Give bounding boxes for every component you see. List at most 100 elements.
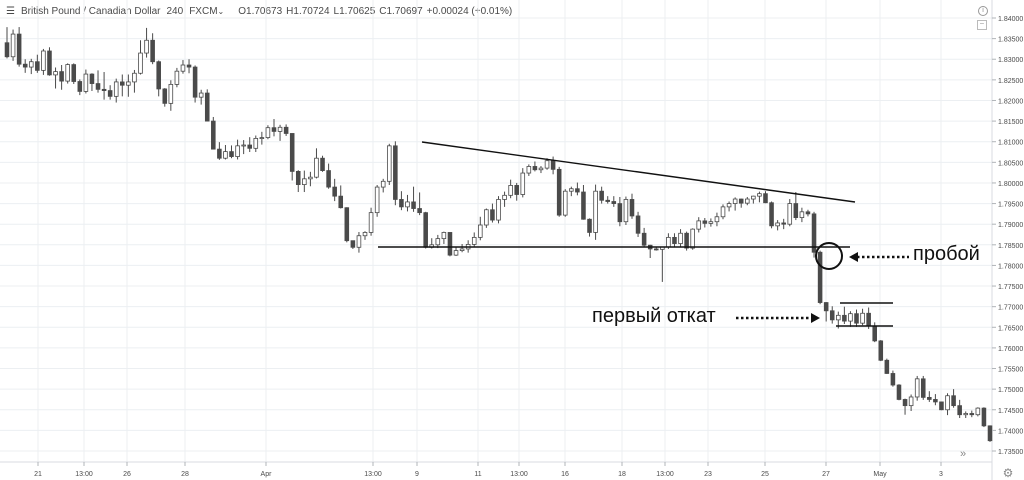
candle-body <box>569 188 574 192</box>
candle <box>605 196 611 204</box>
candle-body <box>939 401 944 411</box>
candle-body <box>28 61 34 68</box>
candle <box>89 73 95 91</box>
candle <box>83 69 89 94</box>
candle-body <box>95 83 101 90</box>
candle-body <box>126 81 131 86</box>
exchange-label[interactable]: FXCM <box>189 5 218 17</box>
x-tick-label: 18 <box>618 471 626 478</box>
info-icon[interactable]: i <box>978 6 988 16</box>
candle-body <box>933 399 938 403</box>
candle-body <box>308 176 313 180</box>
candle-body <box>532 166 538 171</box>
candle-body <box>854 313 859 324</box>
candle <box>556 166 562 217</box>
y-tick-label: 1.83000 <box>998 57 1023 64</box>
candle <box>138 40 143 75</box>
candle <box>65 63 70 84</box>
x-tick-label: 21 <box>34 471 42 478</box>
candle-body <box>53 71 58 76</box>
candle <box>35 54 40 73</box>
candle <box>393 141 398 206</box>
candle <box>120 74 125 97</box>
candle <box>386 143 392 186</box>
candle <box>611 196 617 207</box>
chevron-down-icon[interactable]: ⌄ <box>217 6 225 16</box>
candle <box>265 125 271 140</box>
candle-body <box>168 83 174 104</box>
candle <box>811 211 817 258</box>
candle <box>47 47 52 76</box>
candle-body <box>975 407 981 416</box>
candle <box>308 171 313 187</box>
candle-body <box>696 220 702 230</box>
x-axis: 21 13:00 26 28 Apr 13:00 9 11 13:00 16 18 13:00 23 25… <box>34 462 943 478</box>
candle <box>235 139 240 160</box>
candle <box>204 89 210 122</box>
candle-body <box>211 120 216 150</box>
chart-legend: ☰ British Pound / Canadian Dollar 240 FX… <box>6 4 518 18</box>
candle-body <box>302 178 307 186</box>
candle-body <box>417 208 422 214</box>
candle-body <box>641 232 647 246</box>
candle-body <box>405 201 410 208</box>
candle <box>247 137 252 153</box>
candle <box>107 85 113 100</box>
candle <box>211 116 216 150</box>
scroll-right-icon[interactable]: » <box>959 448 967 460</box>
candle-body <box>581 191 586 220</box>
candle <box>28 58 34 75</box>
candle-body <box>156 61 161 90</box>
candle-body <box>490 209 495 221</box>
candle <box>720 204 726 220</box>
candle <box>562 189 568 217</box>
candle <box>896 384 902 401</box>
candle <box>769 201 774 229</box>
candle <box>150 33 155 65</box>
candle <box>617 196 623 227</box>
candle <box>441 231 447 244</box>
y-tick-label: 1.84000 <box>998 16 1023 23</box>
menu-icon[interactable]: ☰ <box>6 5 15 17</box>
x-tick-label: 23 <box>704 471 712 478</box>
candle <box>350 240 356 249</box>
candle <box>496 196 501 224</box>
candle-body <box>514 185 519 195</box>
candle <box>751 195 756 204</box>
candle-body <box>738 198 744 204</box>
candle-body <box>823 302 829 312</box>
candle-body <box>726 203 732 208</box>
symbol-name[interactable]: British Pound / Canadian Dollar <box>20 5 161 17</box>
candle-body <box>757 193 762 197</box>
high-value: H1.70724 <box>286 5 330 17</box>
candle-body <box>356 235 362 248</box>
candle-body <box>684 232 689 249</box>
candle-body <box>848 313 853 322</box>
candle <box>987 425 993 442</box>
gear-icon[interactable]: ⚙ <box>1002 466 1014 480</box>
y-tick-label: 1.77500 <box>998 284 1023 291</box>
candle-body <box>16 33 22 65</box>
candle <box>641 227 647 247</box>
y-tick-label: 1.75000 <box>998 387 1023 394</box>
candle-body <box>83 73 89 92</box>
collapse-icon[interactable]: – <box>977 20 987 30</box>
close-value: C1.70697 <box>379 5 423 17</box>
candle <box>842 306 847 324</box>
candle <box>490 203 495 223</box>
interval-label[interactable]: 240 <box>166 5 184 17</box>
candle <box>969 410 975 418</box>
candle-body <box>720 206 726 218</box>
candle <box>951 389 956 408</box>
candle <box>302 170 307 193</box>
candle <box>217 142 222 160</box>
candle <box>271 119 277 137</box>
candle <box>757 191 762 203</box>
x-tick-label: 9 <box>415 471 419 478</box>
candle <box>344 207 350 243</box>
y-tick-label: 1.80000 <box>998 181 1023 188</box>
candle-body <box>65 64 70 82</box>
candle <box>198 89 204 105</box>
candle <box>587 218 592 237</box>
